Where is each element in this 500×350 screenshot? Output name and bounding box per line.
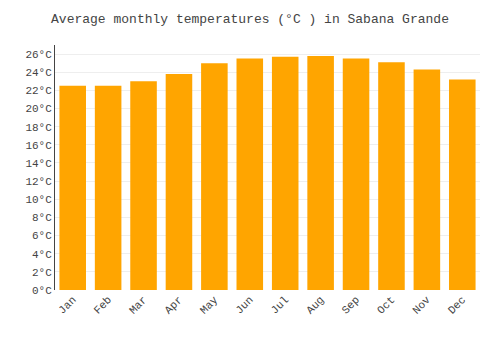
svg-text:26°C: 26°C [25, 49, 52, 61]
svg-text:Average monthly temperatures (: Average monthly temperatures (°C ) in Sa… [51, 12, 449, 27]
svg-text:10°C: 10°C [25, 194, 52, 206]
svg-text:Apr: Apr [162, 294, 184, 316]
svg-text:18°C: 18°C [25, 122, 52, 134]
svg-text:Mar: Mar [127, 294, 149, 316]
svg-text:16°C: 16°C [25, 140, 52, 152]
svg-text:Sep: Sep [340, 294, 362, 316]
svg-text:14°C: 14°C [25, 158, 52, 170]
svg-text:Jun: Jun [233, 294, 255, 316]
svg-text:Aug: Aug [304, 294, 326, 316]
svg-text:0°C: 0°C [32, 285, 52, 297]
svg-text:4°C: 4°C [32, 249, 52, 261]
svg-text:Dec: Dec [446, 294, 468, 316]
svg-text:May: May [198, 294, 221, 317]
svg-text:Nov: Nov [410, 294, 433, 317]
svg-text:12°C: 12°C [25, 176, 52, 188]
svg-text:8°C: 8°C [32, 212, 52, 224]
svg-text:20°C: 20°C [25, 103, 52, 115]
svg-text:24°C: 24°C [25, 67, 52, 79]
svg-text:22°C: 22°C [25, 85, 52, 97]
svg-text:Jan: Jan [56, 294, 78, 316]
svg-text:Oct: Oct [375, 294, 397, 316]
svg-text:6°C: 6°C [32, 230, 52, 242]
svg-text:Jul: Jul [269, 294, 291, 316]
svg-text:Feb: Feb [92, 294, 114, 316]
svg-text:2°C: 2°C [32, 267, 52, 279]
